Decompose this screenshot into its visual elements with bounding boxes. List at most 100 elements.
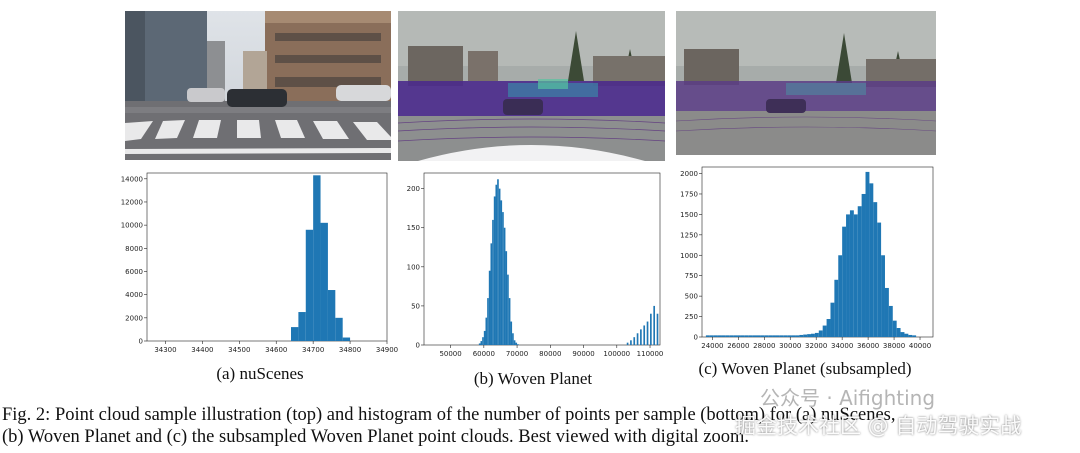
x-tick-label: 34400 [191,346,213,354]
histogram-bar [807,334,812,337]
histogram-bar [838,255,843,337]
histogram-bar [500,200,503,345]
histogram-bar [857,206,862,337]
watermark-top: 公众号 · Aifighting [760,386,936,410]
x-tick-label: 34800 [339,346,361,354]
y-tick-label: 4000 [125,291,143,299]
histogram-bar [779,335,784,337]
x-tick-label: 70000 [506,350,528,358]
y-tick-label: 1000 [680,252,698,260]
y-tick-label: 50 [411,302,420,310]
histogram-bar [799,334,804,337]
x-tick-label: 34900 [376,346,398,354]
subcaption-a: (a) nuScenes [216,364,304,383]
histogram-bar [869,183,874,337]
x-tick-label: 30000 [779,342,801,350]
y-tick-label: 1500 [680,211,698,219]
histogram-bar [892,320,897,337]
histogram-bar [861,193,866,337]
histogram-bar [320,222,328,341]
y-tick-label: 14000 [121,175,143,183]
histogram-bar [814,332,819,337]
y-tick-label: 2000 [125,314,143,322]
histogram-bar [811,333,815,337]
histogram-bar [783,335,788,337]
histogram-bar [729,335,734,337]
histogram-bar [482,337,484,345]
y-tick-label: 6000 [125,268,143,276]
histogram-bar [756,335,761,337]
y-tick-label: 150 [407,224,420,232]
plot-frame [146,172,388,342]
histogram-bar [725,335,730,337]
histogram-bar [912,335,917,337]
y-tick-label: 500 [685,293,698,301]
subcaption-b: (b) Woven Planet [473,369,593,388]
x-tick-label: 34000 [831,342,853,350]
histogram-bar [313,175,321,341]
histogram-bar [495,184,498,345]
x-tick-label: 28000 [753,342,775,350]
histogram-bar [791,335,796,337]
plot-frame [701,166,934,338]
histogram-bar [507,274,509,345]
histogram-bar [768,335,773,337]
y-tick-label: 12000 [121,198,143,206]
histogram-bar [498,188,501,345]
histogram-bar [656,313,659,345]
plot-frame [423,172,661,346]
histogram-bar [775,335,780,337]
x-tick-label: 24000 [701,342,723,350]
histogram-bar [881,255,885,337]
histogram-bar [888,305,893,337]
histogram-bar [772,335,776,337]
histogram-bar [488,270,491,345]
subcaption-c: (c) Woven Planet (subsampled) [698,359,912,378]
x-tick-label: 110000 [637,350,664,358]
watermark-bottom: 掘金技术社区 @ 自动驾驶实战 [735,414,1022,438]
histogram-bar [705,335,710,337]
histogram-bar [896,328,901,337]
histogram-bar [510,321,513,345]
histogram-bar [787,335,792,337]
x-tick-label: 26000 [727,342,749,350]
caption-line-1: Fig. 2: Point cloud sample illustration … [2,405,896,425]
x-tick-label: 80000 [539,350,561,358]
y-tick-label: 200 [407,185,420,193]
histogram-bar [873,202,878,337]
histogram-bar [490,243,493,345]
histogram-bar [483,330,486,345]
histogram-bar [877,222,882,337]
histogram-bar [643,325,646,345]
histogram-bar [733,335,738,337]
histogram-bar [492,219,494,345]
x-tick-label: 100000 [603,350,630,358]
histogram-bar [342,337,351,341]
histogram-bar [493,196,496,345]
histogram-bar [327,290,336,341]
histogram-bar [633,337,636,345]
x-tick-label: 40000 [909,342,931,350]
histogram-bar [752,335,757,337]
histogram-bar [853,214,858,337]
histogram-bar [830,302,835,337]
photo-nuscenes [125,11,391,160]
y-tick-label: 2000 [680,170,698,178]
histogram-bar [636,333,639,345]
histogram-bar [803,334,808,337]
histogram-bar [640,329,642,345]
histogram-bar [487,298,489,345]
histogram-woven-planet-subsampled: 24000 26000 28000 30000 32000 34000 36000 38000… [676,163,938,353]
histogram-bar [760,335,765,337]
histogram-bar [737,335,741,337]
histogram-bar [513,340,516,345]
x-tick-label: 34700 [302,346,324,354]
histogram-bar [865,171,870,337]
histogram-bar [740,335,745,337]
histogram-bar [650,313,652,345]
histogram-bar [497,179,499,345]
x-tick-label: 34300 [154,346,176,354]
y-tick-label: 1750 [680,190,698,198]
histogram-bar [335,317,343,341]
histogram-bar [485,317,488,345]
